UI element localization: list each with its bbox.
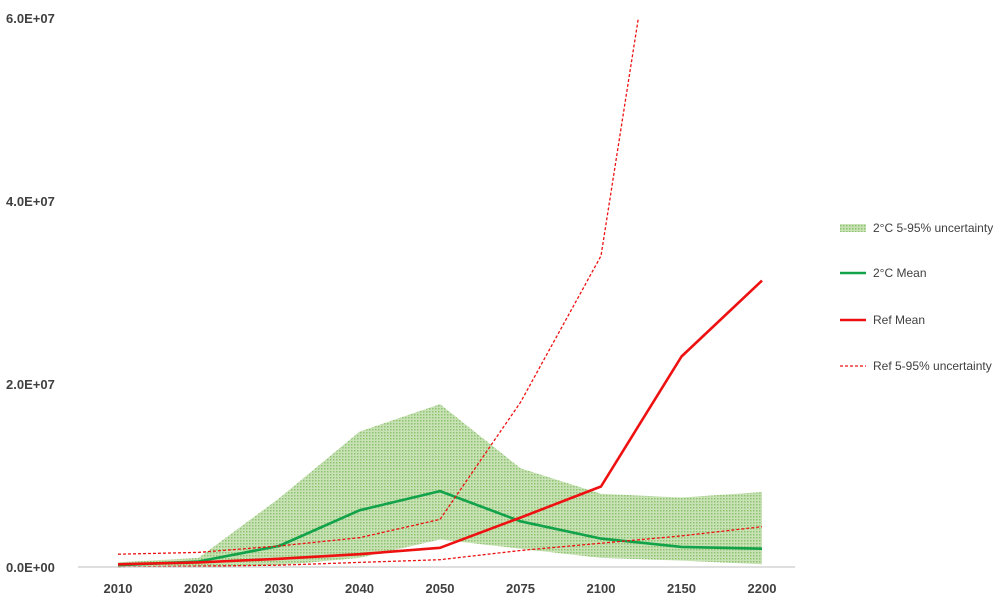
x-tick-label: 2200 bbox=[748, 581, 777, 596]
legend-item: Ref Mean bbox=[840, 313, 925, 327]
y-tick-label: 2.0E+07 bbox=[6, 377, 55, 392]
band-2c-uncertainty bbox=[118, 404, 762, 567]
x-tick-label: 2050 bbox=[426, 581, 455, 596]
legend-label: Ref 5-95% uncertainty bbox=[873, 359, 992, 373]
x-tick-label: 2030 bbox=[265, 581, 294, 596]
y-tick-label: 0.0E+00 bbox=[6, 560, 55, 575]
x-tick-label: 2040 bbox=[345, 581, 374, 596]
legend-swatch bbox=[840, 224, 866, 232]
x-tick-label: 2150 bbox=[667, 581, 696, 596]
x-tick-label: 2010 bbox=[104, 581, 133, 596]
y-tick-label: 4.0E+07 bbox=[6, 194, 55, 209]
x-tick-label: 2075 bbox=[506, 581, 535, 596]
series-2-c-mean-line bbox=[117, 489, 763, 567]
legend-item: Ref 5-95% uncertainty bbox=[840, 359, 992, 373]
series-ref-5-95-uncertainty-lower bbox=[117, 526, 763, 568]
x-tick-label: 2100 bbox=[587, 581, 616, 596]
legend-item: 2°C 5-95% uncertainty bbox=[840, 221, 993, 235]
legend-item: 2°C Mean bbox=[840, 266, 927, 280]
plot-area bbox=[117, 18, 763, 568]
series-ref-5-95-uncertainty-upper bbox=[117, 18, 640, 555]
legend: 2°C 5-95% uncertainty 2°C Mean Ref Mean Ref… bbox=[840, 221, 993, 373]
series-ref-mean-line bbox=[117, 279, 763, 566]
legend-label: Ref Mean bbox=[873, 313, 925, 327]
axes: 2010 2020 2030 2040 2050 2075 2100 2150 2200 0.0E… bbox=[6, 11, 795, 596]
x-tick-label: 2020 bbox=[184, 581, 213, 596]
legend-label: 2°C 5-95% uncertainty bbox=[873, 221, 993, 235]
legend-label: 2°C Mean bbox=[873, 266, 927, 280]
y-tick-label: 6.0E+07 bbox=[6, 11, 55, 26]
series-group bbox=[117, 18, 763, 568]
